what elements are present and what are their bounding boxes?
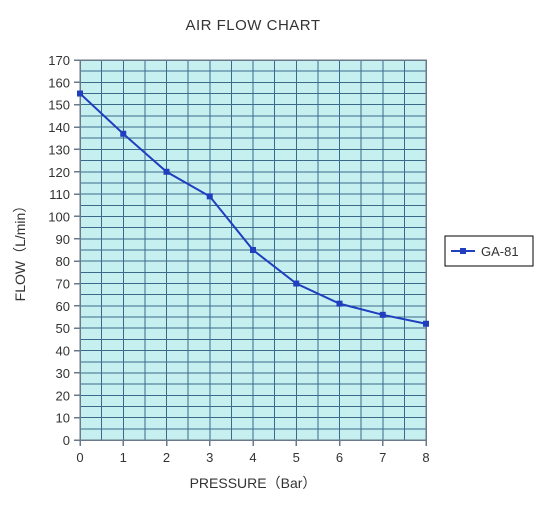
y-tick-label: 50 [56, 321, 70, 336]
y-tick-label: 150 [48, 98, 70, 113]
y-tick-label: 40 [56, 344, 70, 359]
y-tick-label: 110 [49, 187, 70, 202]
x-tick-label: 3 [206, 450, 213, 465]
y-tick-label: 140 [48, 120, 70, 135]
chart-title: AIR FLOW CHART [185, 17, 320, 34]
series-marker [77, 91, 83, 97]
y-tick-label: 60 [56, 299, 70, 314]
x-tick-label: 6 [336, 450, 343, 465]
y-tick-label: 90 [56, 232, 70, 247]
air-flow-chart: 0123456780102030405060708090100110120130… [0, 0, 545, 514]
x-tick-label: 7 [379, 450, 386, 465]
series-marker [207, 193, 213, 199]
x-axis-label: PRESSURE（Bar） [190, 475, 317, 491]
legend-label: GA-81 [481, 244, 519, 259]
y-tick-label: 30 [56, 366, 70, 381]
x-tick-label: 8 [422, 450, 429, 465]
y-axis-label: FLOW（L/min） [12, 199, 28, 302]
y-tick-label: 120 [48, 165, 70, 180]
x-tick-label: 2 [163, 450, 170, 465]
y-tick-label: 80 [56, 254, 70, 269]
series-marker [120, 131, 126, 137]
series-marker [337, 301, 343, 307]
x-tick-label: 1 [120, 450, 127, 465]
series-marker [423, 321, 429, 327]
y-tick-label: 70 [56, 277, 70, 292]
series-marker [250, 247, 256, 253]
legend-marker [460, 248, 466, 254]
x-tick-label: 5 [293, 450, 300, 465]
y-tick-label: 100 [48, 209, 70, 224]
y-tick-label: 130 [48, 142, 70, 157]
x-tick-label: 4 [249, 450, 256, 465]
y-tick-label: 160 [48, 75, 70, 90]
y-tick-label: 20 [56, 388, 70, 403]
series-marker [380, 312, 386, 318]
x-tick-label: 0 [76, 450, 83, 465]
series-marker [164, 169, 170, 175]
y-tick-label: 170 [48, 53, 70, 68]
y-tick-label: 0 [63, 433, 70, 448]
series-marker [293, 281, 299, 287]
y-tick-label: 10 [56, 411, 70, 426]
